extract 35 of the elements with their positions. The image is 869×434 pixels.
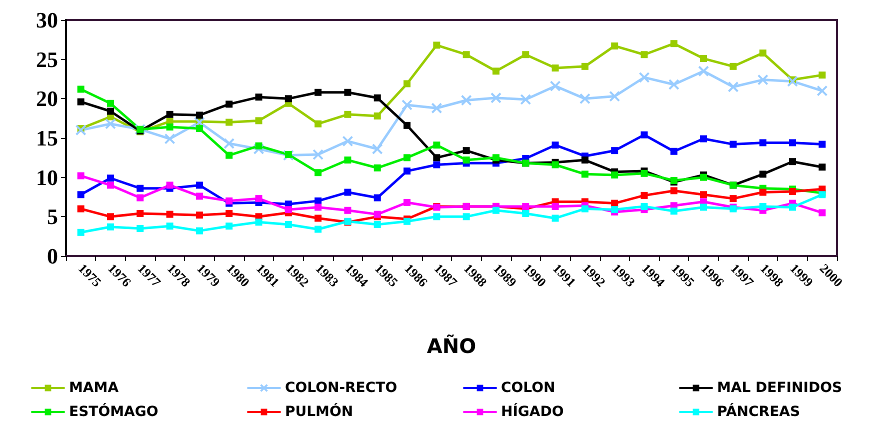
legend-label: HÍGADO xyxy=(501,403,564,420)
legend-label: MAMA xyxy=(69,380,119,396)
x-tick-label: 1986 xyxy=(402,260,432,290)
y-tick-label: 25 xyxy=(36,46,58,72)
x-tick-label: 1975 xyxy=(76,260,105,290)
y-tick-label: 0 xyxy=(47,244,58,268)
x-tick-label: 1977 xyxy=(134,260,164,290)
x-tick-label: 1990 xyxy=(520,260,550,290)
x-tick-label: 1980 xyxy=(224,260,253,290)
y-tick-label: 10 xyxy=(36,164,58,190)
x-tick-label: 1993 xyxy=(609,260,639,290)
y-tick-label: 30 xyxy=(36,8,58,32)
x-tick-label: 1979 xyxy=(194,260,224,290)
legend-label: COLON xyxy=(501,380,556,396)
x-tick-label: 1997 xyxy=(728,260,758,290)
x-tick-label: 1996 xyxy=(698,260,728,290)
y-tick-label: 15 xyxy=(36,126,58,150)
x-tick-label: 1983 xyxy=(312,260,342,290)
x-tick-label: 1995 xyxy=(668,260,698,290)
legend-label: COLON-RECTO xyxy=(285,380,398,396)
x-tick-label: 1998 xyxy=(758,260,787,290)
y-tick-label: 20 xyxy=(36,86,58,112)
x-tick-label: 1987 xyxy=(431,260,461,290)
x-tick-label: 1999 xyxy=(787,260,817,290)
legend-label: PULMÓN xyxy=(285,403,354,420)
x-axis-title: AÑO xyxy=(426,334,476,358)
x-tick-label: 1976 xyxy=(105,260,135,290)
y-tick-label: 5 xyxy=(47,204,58,230)
legend-label: ESTÓMAGO xyxy=(69,403,158,420)
x-tick-label: 1989 xyxy=(490,260,520,290)
x-tick-label: 1985 xyxy=(372,260,402,290)
legend-label: PÁNCREAS xyxy=(717,403,800,420)
x-tick-label: 1988 xyxy=(461,260,490,290)
x-tick-label: 1978 xyxy=(164,260,194,290)
legend-label: MAL DEFINIDOS xyxy=(717,380,842,396)
